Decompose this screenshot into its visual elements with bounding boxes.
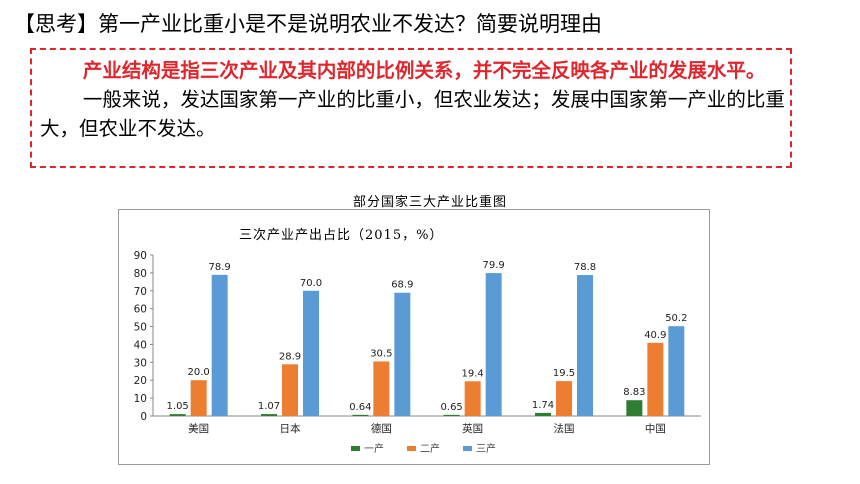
bar-1 [352, 414, 369, 416]
bar-2 [282, 364, 298, 416]
answer-body: 一般来说，发达国家第一产业的比重小，但农业发达；发展中国家第一产业的比重大，但农… [40, 88, 785, 140]
x-category-label: 法国 [554, 422, 575, 435]
bar-1 [535, 412, 551, 416]
bar-2 [556, 381, 572, 416]
x-category-label: 中国 [645, 422, 666, 435]
y-tick-label: 50 [134, 322, 147, 334]
legend-swatch [463, 446, 472, 451]
y-tick-label: 90 [134, 250, 147, 262]
bar-2 [647, 342, 664, 416]
answer-emphasis: 产业结构是指三次产业及其内部的比例关系，并不完全反映各产业的发展水平。 [82, 59, 766, 82]
bar-2 [373, 361, 390, 416]
data-label: 68.9 [391, 280, 413, 291]
data-label: 1.07 [258, 401, 280, 412]
y-tick-label: 10 [134, 393, 147, 405]
data-label: 50.2 [665, 313, 687, 324]
data-label: 1.05 [167, 401, 189, 412]
bar-2 [464, 381, 481, 416]
bar-3 [394, 292, 411, 416]
x-category-label: 日本 [280, 422, 301, 435]
y-tick-label: 40 [134, 339, 147, 351]
y-tick-label: 80 [134, 268, 147, 280]
data-label: 0.65 [441, 402, 463, 413]
figure-title: 部分国家三大产业比重图 [352, 195, 507, 210]
data-label: 20.0 [188, 367, 210, 378]
legend-swatch [351, 446, 360, 451]
data-label: 40.9 [644, 330, 666, 341]
bar-3 [577, 275, 593, 416]
chart-frame: 三次产业产出占比（2015，%） 0 10 20 30 40 50 60 70 80 90 美国 1.… [118, 209, 710, 465]
bar-1 [443, 414, 460, 416]
data-label: 30.5 [370, 348, 392, 359]
bar-3 [211, 274, 228, 416]
y-tick-label: 20 [134, 375, 147, 387]
chart-inner-title: 三次产业产出占比（2015，%） [239, 228, 444, 243]
x-category-label: 德国 [371, 422, 392, 435]
bar-1 [261, 414, 277, 416]
legend-label: 二产 [420, 442, 440, 455]
data-label: 78.8 [574, 262, 596, 273]
answer-box: 产业结构是指三次产业及其内部的比例关系，并不完全反映各产业的发展水平。 一般来说… [30, 48, 792, 168]
bar-1 [169, 414, 186, 416]
legend-swatch [407, 446, 416, 451]
bar-1 [626, 400, 643, 416]
data-label: 8.83 [623, 387, 645, 398]
answer-text: 产业结构是指三次产业及其内部的比例关系，并不完全反映各产业的发展水平。 一般来说… [40, 56, 792, 143]
y-tick-label: 70 [134, 286, 147, 298]
x-category-label: 英国 [462, 422, 483, 435]
data-label: 19.5 [553, 368, 575, 379]
data-label: 1.74 [532, 400, 554, 411]
bar-3 [485, 273, 502, 416]
data-label: 0.64 [349, 402, 371, 413]
x-category-label: 美国 [188, 422, 209, 435]
y-tick-label: 30 [134, 357, 147, 369]
bar-3 [303, 290, 319, 416]
bar-2 [190, 380, 207, 416]
bar-chart: 0 10 20 30 40 50 60 70 80 90 美国 1.05 20.0 78.9 日本1.07 2… [134, 250, 701, 455]
data-label: 78.9 [209, 262, 231, 273]
legend-label: 三产 [476, 442, 496, 455]
y-tick-label: 60 [134, 304, 147, 316]
legend-label: 一产 [364, 442, 384, 455]
y-tick-label: 0 [140, 411, 147, 423]
bar-3 [668, 326, 685, 416]
data-label: 70.0 [300, 278, 322, 289]
question-heading: 【思考】第一产业比重小是不是说明农业不发达？简要说明理由 [14, 12, 602, 36]
data-label: 19.4 [462, 368, 484, 379]
data-label: 79.9 [483, 260, 505, 271]
data-label: 28.9 [279, 351, 301, 362]
